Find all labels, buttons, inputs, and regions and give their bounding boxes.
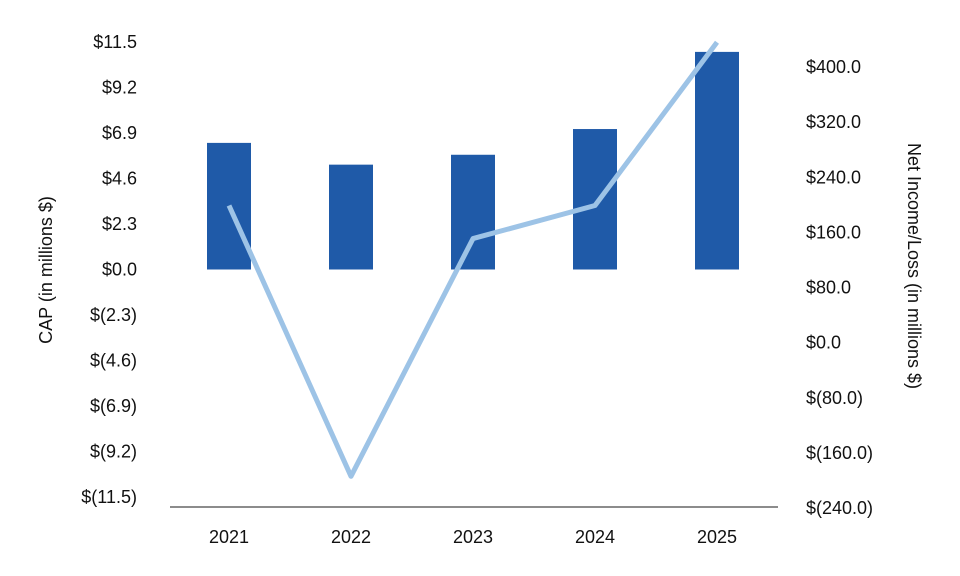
left-tick-label: $(11.5) bbox=[81, 487, 137, 507]
right-tick-label: $(80.0) bbox=[806, 388, 863, 408]
left-tick-label: $9.2 bbox=[102, 78, 137, 98]
right-tick-label: $240.0 bbox=[806, 167, 861, 187]
x-axis-ticks: 2021 2022 2023 2024 2025 bbox=[209, 527, 737, 547]
left-tick-label: $2.3 bbox=[102, 214, 137, 234]
cap-bars bbox=[207, 51, 739, 270]
cap-bar-2022 bbox=[329, 164, 373, 270]
left-tick-label: $11.5 bbox=[93, 32, 137, 52]
net-income-line-series bbox=[226, 40, 720, 479]
right-axis-ticks: $400.0 $320.0 $240.0 $160.0 $80.0 $0.0 $(80.0)… bbox=[806, 57, 873, 518]
left-axis-ticks: $11.5 $9.2 $6.9 $4.6 $2.3 $0.0 $(2.3) $(4.6) $(6… bbox=[81, 32, 137, 507]
x-tick-label-2025: 2025 bbox=[697, 527, 737, 547]
cap-bar-2025 bbox=[695, 51, 739, 270]
left-tick-label: $(2.3) bbox=[90, 305, 137, 325]
right-axis-title: Net Income/Loss (in millions $) bbox=[904, 143, 924, 389]
left-tick-label: $0.0 bbox=[102, 260, 137, 280]
right-tick-label: $(160.0) bbox=[806, 443, 873, 463]
right-tick-label: $320.0 bbox=[806, 112, 861, 132]
right-tick-label: $80.0 bbox=[806, 278, 851, 298]
right-tick-label: $400.0 bbox=[806, 57, 861, 77]
left-tick-label: $6.9 bbox=[102, 123, 137, 143]
right-tick-label: $0.0 bbox=[806, 333, 841, 353]
cap-bar-2023 bbox=[451, 154, 495, 270]
x-tick-label-2022: 2022 bbox=[331, 527, 371, 547]
left-tick-label: $(4.6) bbox=[90, 351, 137, 371]
left-tick-label: $(6.9) bbox=[90, 396, 137, 416]
x-tick-label-2024: 2024 bbox=[575, 527, 615, 547]
cap-bar-2024 bbox=[573, 129, 617, 270]
left-tick-label: $4.6 bbox=[102, 169, 137, 189]
right-tick-label: $(240.0) bbox=[806, 498, 873, 518]
left-axis-title: CAP (in millions $) bbox=[36, 196, 56, 344]
x-tick-label-2023: 2023 bbox=[453, 527, 493, 547]
right-tick-label: $160.0 bbox=[806, 222, 861, 242]
x-tick-label-2021: 2021 bbox=[209, 527, 249, 547]
left-tick-label: $(9.2) bbox=[90, 442, 137, 462]
